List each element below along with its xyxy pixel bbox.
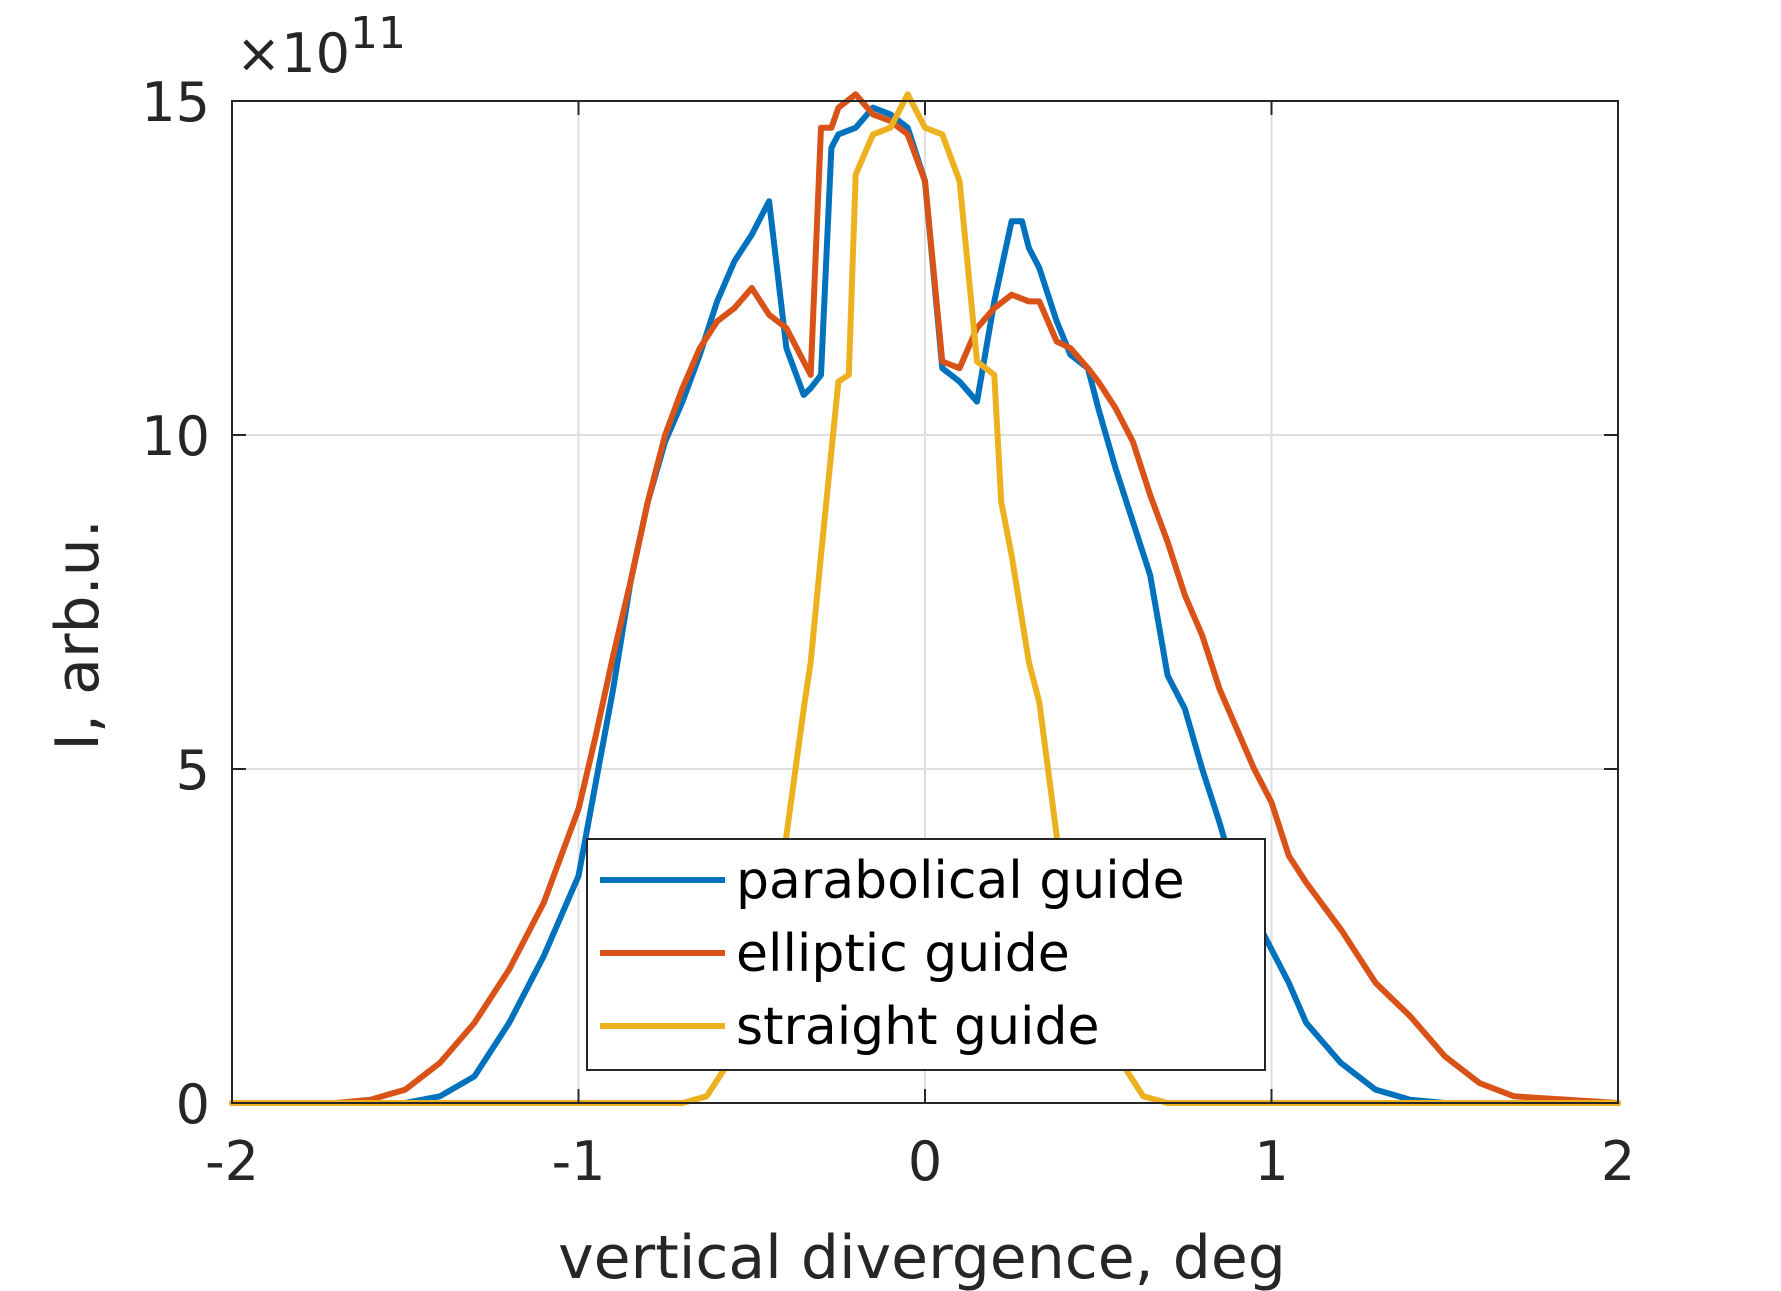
x-tick-label: -1 <box>552 1130 606 1193</box>
series-line-elliptic-guide <box>229 91 1621 1106</box>
x-axis-label: vertical divergence, deg <box>558 1223 1286 1291</box>
axis-ticks <box>231 100 1619 1104</box>
x-tick-label: -2 <box>205 1130 259 1193</box>
legend-label-parabolical-guide: parabolical guide <box>736 851 1185 911</box>
y-tick-label: 15 <box>141 71 210 134</box>
legend-label-straight-guide: straight guide <box>736 997 1099 1057</box>
y-axis-label: I, arb.u. <box>43 519 113 751</box>
legend-label-elliptic-guide: elliptic guide <box>736 924 1070 984</box>
y-tick-label: 0 <box>176 1073 210 1136</box>
legend: parabolical guide elliptic guide straight … <box>586 838 1266 1071</box>
tick-labels: -2 -1 0 1 2 0 5 10 15 <box>141 71 1635 1193</box>
y-tick-label: 10 <box>141 405 210 468</box>
y-exponent-power: 11 <box>350 8 406 59</box>
x-tick-label: 0 <box>908 1130 942 1193</box>
x-tick-label: 1 <box>1254 1130 1288 1193</box>
y-exponent: ×1011 <box>236 8 406 85</box>
y-tick-label: 5 <box>176 739 210 802</box>
x-tick-label: 2 <box>1601 1130 1635 1193</box>
